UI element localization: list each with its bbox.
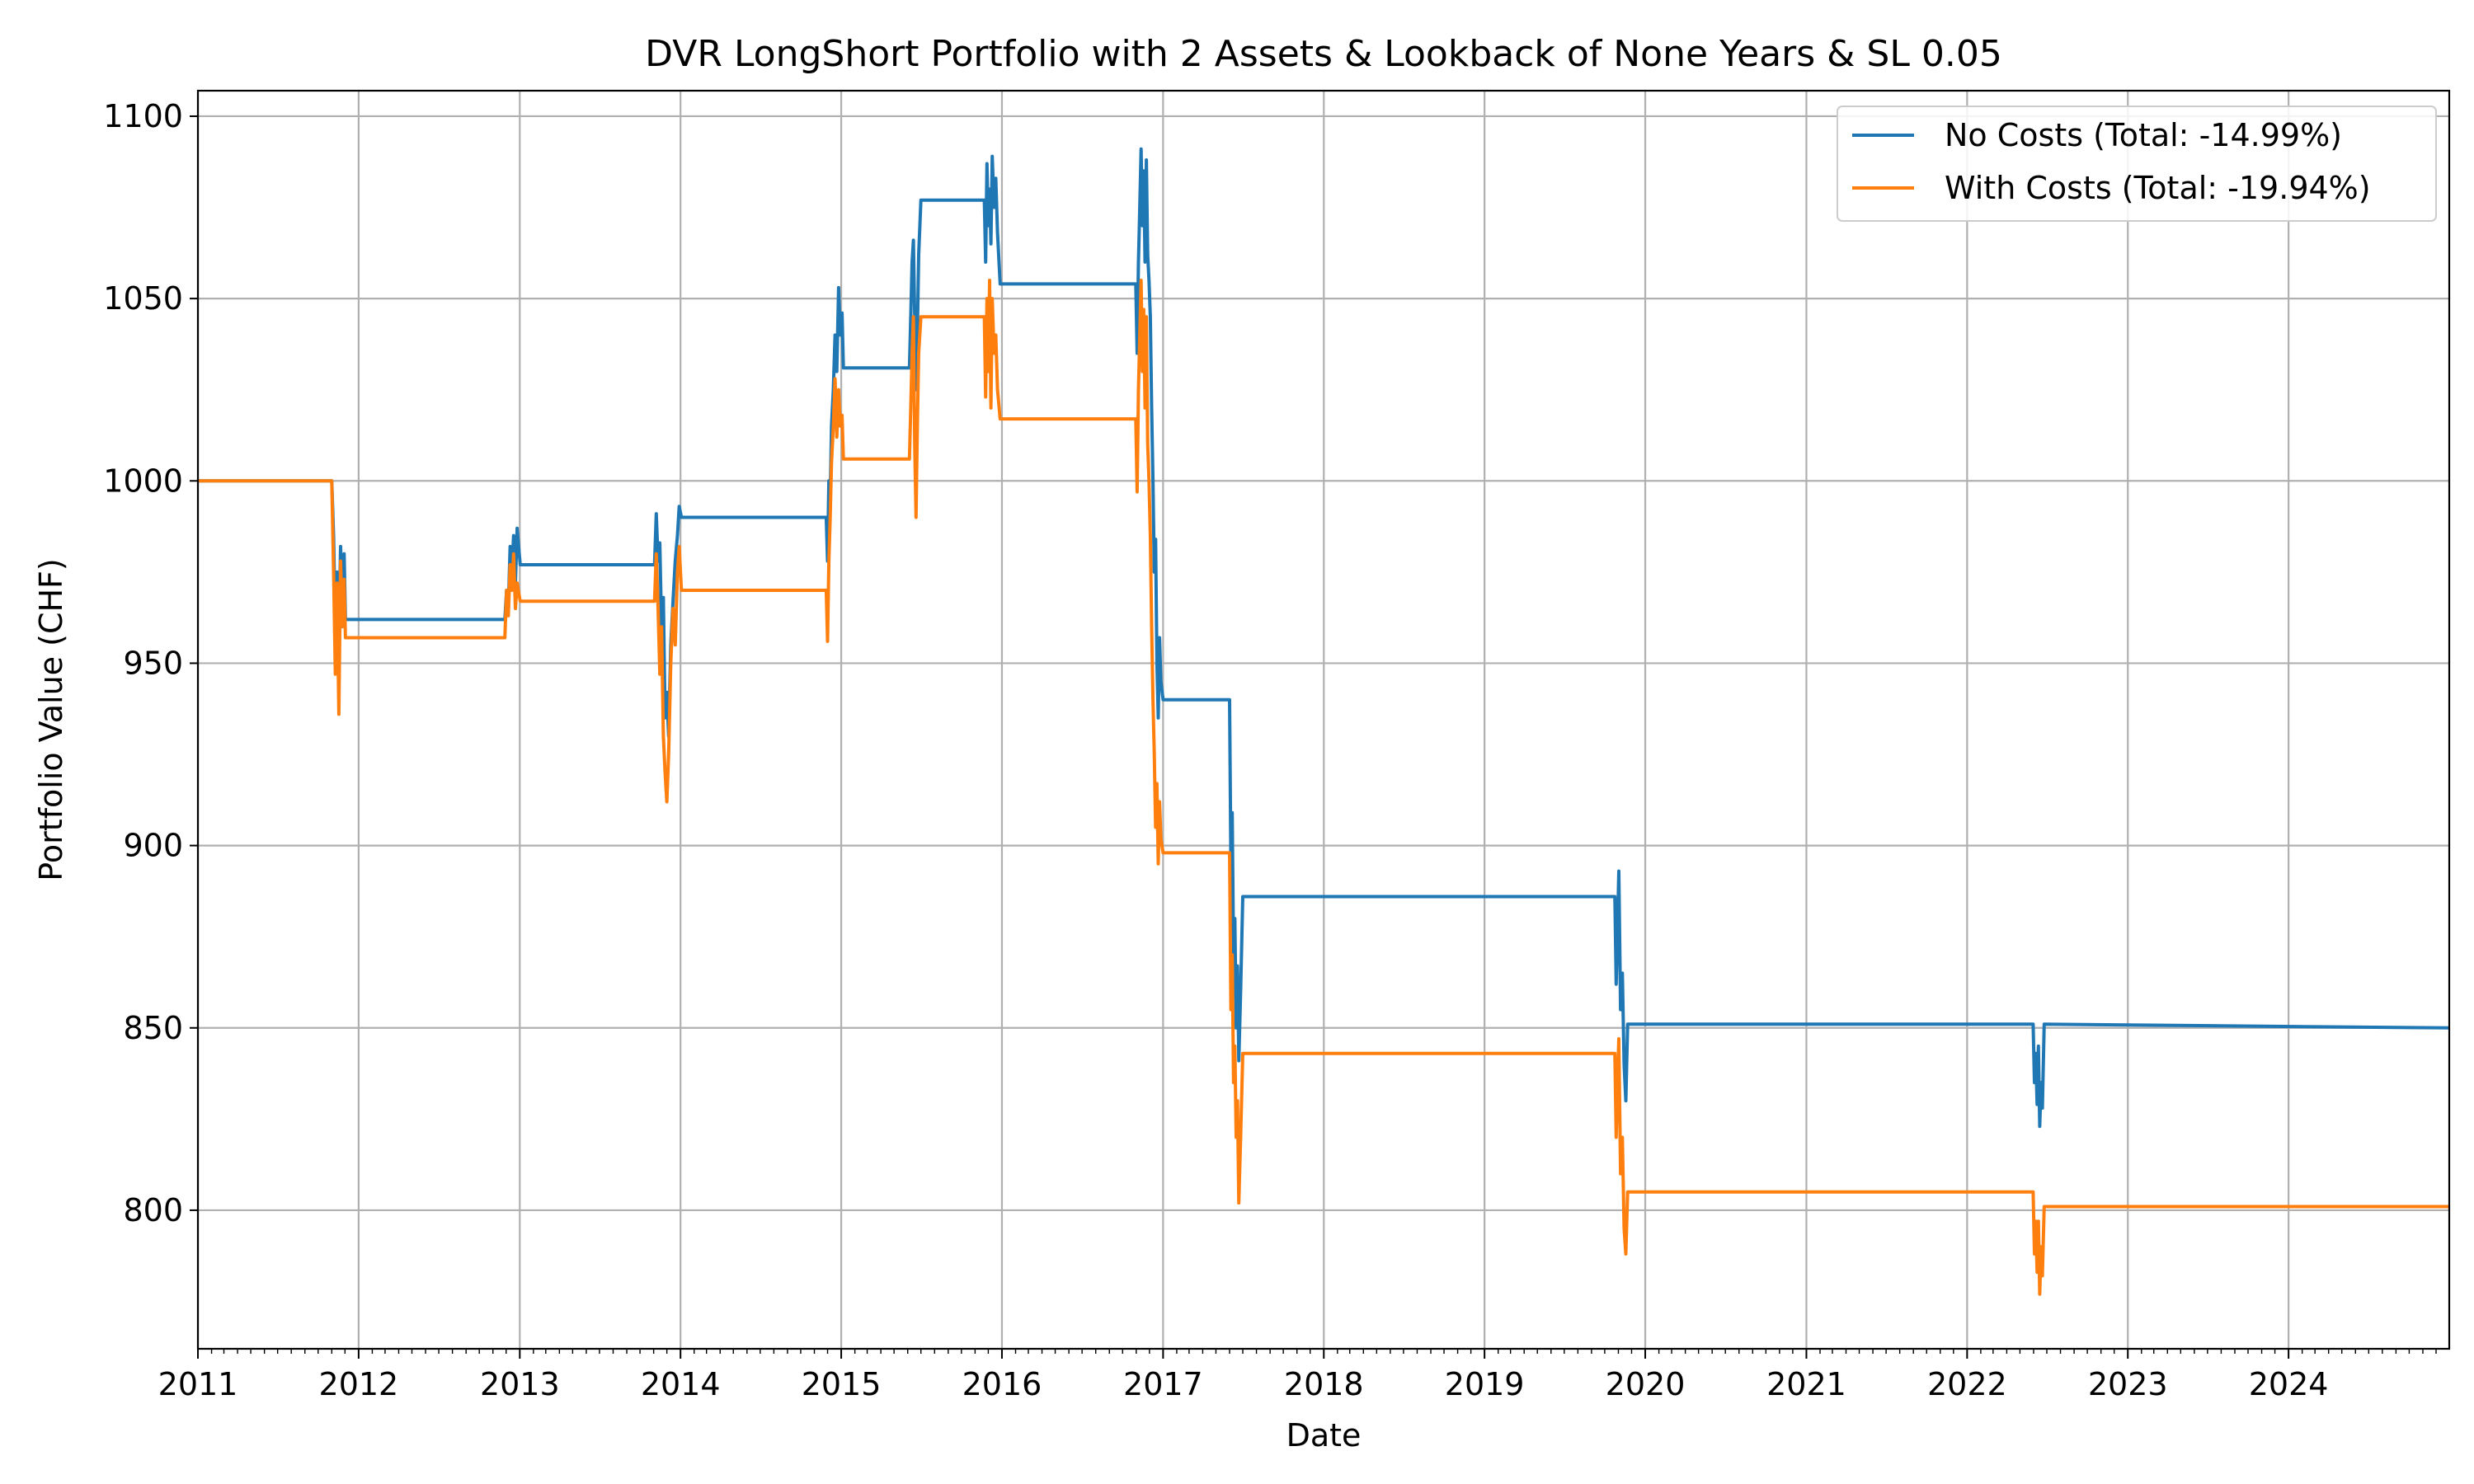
x-tick-label: 2013: [480, 1366, 560, 1402]
x-tick-label: 2022: [1927, 1366, 2007, 1402]
x-tick-label: 2017: [1123, 1366, 1203, 1402]
y-tick-label: 1100: [103, 98, 183, 134]
x-tick-label: 2023: [2088, 1366, 2168, 1402]
x-axis-label: Date: [1286, 1417, 1362, 1453]
chart-title: DVR LongShort Portfolio with 2 Assets & …: [645, 33, 2002, 75]
x-tick-label: 2019: [1445, 1366, 1525, 1402]
y-tick-label: 1000: [103, 463, 183, 499]
x-tick-label: 2020: [1606, 1366, 1686, 1402]
y-tick-label: 850: [123, 1010, 183, 1046]
y-tick-label: 1050: [103, 280, 183, 317]
y-axis-label: Portfolio Value (CHF): [33, 558, 69, 881]
legend-label: With Costs (Total: -19.94%): [1945, 170, 2371, 206]
x-tick-label: 2015: [802, 1366, 882, 1402]
series-line-with-costs: [198, 279, 2449, 1296]
axis-ticks: 800 850 900 950 1000 1050 1100 2011 2012 2013 2014…: [103, 98, 2437, 1402]
x-tick-label: 2011: [158, 1366, 238, 1402]
y-tick-label: 950: [123, 645, 183, 681]
legend-frame: [1837, 106, 2437, 222]
x-tick-label: 2024: [2249, 1366, 2329, 1402]
x-tick-label: 2012: [319, 1366, 399, 1402]
x-tick-label: 2018: [1284, 1366, 1364, 1402]
x-tick-label: 2016: [962, 1366, 1042, 1402]
series-lines: [198, 147, 2450, 1296]
x-tick-label: 2014: [641, 1366, 721, 1402]
x-tick-label: 2021: [1766, 1366, 1846, 1402]
y-tick-label: 900: [123, 828, 183, 864]
legend: No Costs (Total: -14.99%) With Costs (Tot…: [1837, 106, 2437, 222]
y-tick-label: 800: [123, 1192, 183, 1228]
legend-label: No Costs (Total: -14.99%): [1945, 117, 2342, 153]
grid: [196, 91, 2449, 1349]
